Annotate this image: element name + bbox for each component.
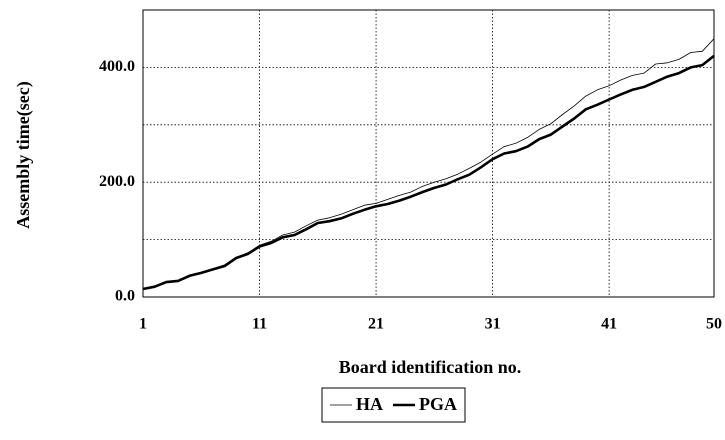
line-series [142, 38, 715, 290]
x-tick-label: 41 [601, 316, 617, 333]
y-tick-label: 200.0 [99, 173, 135, 190]
x-tick-label: 1 [139, 316, 147, 333]
legend-label: PGA [419, 394, 457, 414]
legend: HA PGA [321, 387, 466, 423]
y-tick-label: 400.0 [99, 58, 135, 75]
line-series [142, 54, 715, 291]
y-tick-label: 0.0 [115, 288, 135, 305]
legend-box [321, 387, 466, 423]
x-tick-label: 50 [706, 316, 722, 333]
plot-frame [142, 9, 715, 298]
y-axis-label: Assembly time(sec) [13, 81, 34, 228]
x-tick-label: 21 [368, 316, 384, 333]
x-tick-label: 31 [485, 316, 501, 333]
x-tick-label: 11 [252, 316, 267, 333]
x-axis-label: Board identification no. [339, 357, 522, 377]
legend-label: HA [356, 394, 383, 414]
